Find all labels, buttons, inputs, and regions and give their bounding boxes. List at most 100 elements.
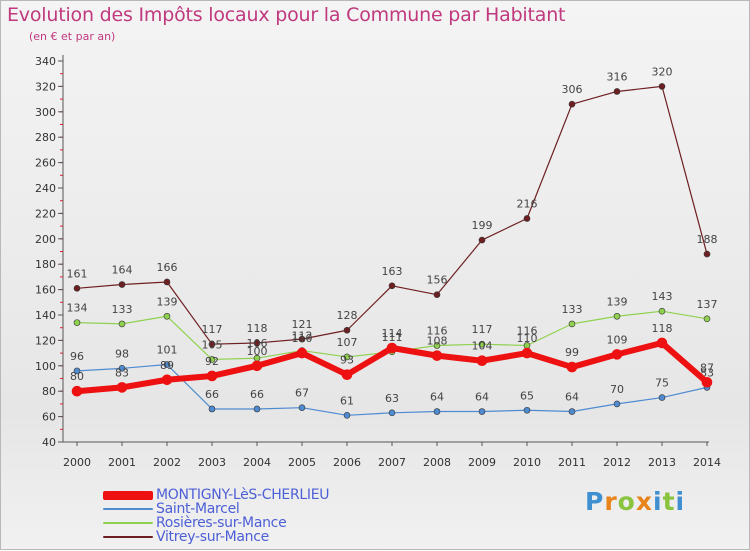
data-label-vitrey-sur-mance: 117 [202, 323, 223, 336]
x-tick-label: 2009 [468, 456, 496, 469]
data-point-rosi-res-sur-mance [568, 320, 576, 328]
y-tick-label: 120 [35, 334, 56, 347]
data-point-montigny-l-s-cherlieu [71, 385, 83, 397]
data-label-rosi-res-sur-mance: 139 [607, 295, 628, 308]
data-point-saint-marcel [613, 400, 621, 408]
logo-letter: i [653, 487, 663, 516]
data-label-rosi-res-sur-mance: 137 [697, 298, 718, 311]
data-point-saint-marcel [118, 365, 126, 372]
y-tick-label: 320 [35, 80, 56, 93]
data-label-vitrey-sur-mance: 216 [517, 197, 538, 210]
data-point-vitrey-sur-mance [658, 83, 666, 90]
legend-item: MONTIGNY-LèS-CHERLIEU [103, 487, 330, 503]
data-point-montigny-l-s-cherlieu [206, 370, 218, 382]
data-point-saint-marcel [163, 361, 171, 368]
x-tick-label: 2005 [288, 456, 316, 469]
y-tick-label: 80 [42, 385, 56, 398]
data-point-saint-marcel [298, 404, 306, 412]
data-label-montigny-l-s-cherlieu: 99 [565, 346, 579, 359]
legend-swatch [103, 522, 153, 524]
x-tick-label: 2013 [648, 456, 676, 469]
data-point-vitrey-sur-mance [73, 285, 81, 292]
data-point-montigny-l-s-cherlieu [566, 361, 578, 373]
data-label-montigny-l-s-cherlieu: 92 [205, 355, 219, 368]
data-label-vitrey-sur-mance: 128 [337, 309, 358, 322]
data-label-saint-marcel: 66 [205, 388, 219, 401]
data-point-vitrey-sur-mance [118, 281, 126, 288]
data-label-montigny-l-s-cherlieu: 109 [607, 333, 628, 346]
data-point-montigny-l-s-cherlieu [116, 382, 128, 393]
data-label-saint-marcel: 63 [385, 392, 399, 405]
data-label-rosi-res-sur-mance: 133 [112, 303, 133, 316]
data-label-rosi-res-sur-mance: 143 [652, 290, 673, 303]
data-label-montigny-l-s-cherlieu: 110 [517, 332, 538, 345]
data-label-montigny-l-s-cherlieu: 80 [70, 370, 84, 383]
data-point-rosi-res-sur-mance [703, 315, 711, 323]
data-label-saint-marcel: 96 [70, 350, 84, 363]
data-label-rosi-res-sur-mance: 107 [337, 336, 358, 349]
data-label-vitrey-sur-mance: 306 [562, 83, 583, 96]
x-tick-label: 2008 [423, 456, 451, 469]
data-point-vitrey-sur-mance [388, 282, 396, 290]
data-label-vitrey-sur-mance: 118 [247, 322, 268, 335]
data-label-vitrey-sur-mance: 320 [652, 65, 673, 78]
data-label-vitrey-sur-mance: 156 [427, 274, 448, 287]
data-label-montigny-l-s-cherlieu: 87 [700, 361, 714, 374]
data-point-vitrey-sur-mance [478, 236, 486, 244]
data-label-saint-marcel: 70 [610, 383, 624, 396]
legend-item: Saint-Marcel [103, 501, 240, 517]
data-label-rosi-res-sur-mance: 139 [157, 295, 178, 308]
data-label-saint-marcel: 61 [340, 394, 354, 407]
data-point-rosi-res-sur-mance [478, 340, 486, 348]
legend-item: Rosières-sur-Mance [103, 515, 287, 531]
data-label-rosi-res-sur-mance: 106 [247, 337, 268, 350]
x-tick-label: 2002 [153, 456, 181, 469]
x-tick-label: 2010 [513, 456, 541, 469]
data-label-saint-marcel: 98 [115, 347, 129, 360]
data-point-montigny-l-s-cherlieu [341, 369, 353, 380]
data-label-rosi-res-sur-mance: 105 [202, 338, 223, 351]
data-point-saint-marcel [73, 367, 81, 375]
logo-letter: P [585, 487, 605, 516]
data-label-saint-marcel: 75 [655, 377, 669, 390]
y-tick-label: 280 [35, 131, 56, 144]
y-tick-label: 340 [35, 55, 56, 68]
data-point-montigny-l-s-cherlieu [161, 374, 173, 386]
data-label-montigny-l-s-cherlieu: 114 [382, 327, 403, 340]
data-label-montigny-l-s-cherlieu: 118 [652, 322, 673, 335]
legend-label: Vitrey-sur-Mance [156, 529, 269, 545]
data-point-vitrey-sur-mance [703, 250, 711, 258]
data-label-montigny-l-s-cherlieu: 93 [340, 354, 354, 367]
data-point-rosi-res-sur-mance [208, 356, 216, 363]
y-tick-label: 100 [35, 360, 56, 373]
data-label-montigny-l-s-cherlieu: 83 [115, 366, 129, 379]
data-label-saint-marcel: 66 [250, 388, 264, 401]
legend-label: MONTIGNY-LèS-CHERLIEU [156, 487, 330, 503]
legend-label: Saint-Marcel [156, 501, 240, 517]
data-point-vitrey-sur-mance [298, 335, 306, 343]
legend-swatch [103, 490, 153, 500]
logo-letter: i [675, 487, 686, 516]
y-tick-label: 40 [42, 436, 56, 449]
data-point-vitrey-sur-mance [433, 291, 441, 298]
y-tick-label: 180 [35, 258, 56, 271]
data-point-montigny-l-s-cherlieu [251, 360, 263, 372]
data-label-saint-marcel: 65 [520, 389, 534, 402]
data-label-vitrey-sur-mance: 164 [112, 264, 133, 277]
data-label-saint-marcel: 64 [565, 391, 579, 404]
x-tick-label: 2011 [558, 456, 586, 469]
logo-letter: x [635, 487, 653, 516]
chart-subtitle: (en € et par an) [29, 30, 116, 43]
data-point-montigny-l-s-cherlieu [521, 347, 533, 359]
data-label-rosi-res-sur-mance: 133 [562, 303, 583, 316]
data-point-montigny-l-s-cherlieu [386, 342, 398, 354]
y-tick-label: 60 [42, 411, 56, 424]
data-point-montigny-l-s-cherlieu [431, 350, 443, 361]
logo-letter: r [604, 487, 618, 516]
legend-label: Rosières-sur-Mance [156, 515, 287, 531]
y-tick-label: 220 [35, 207, 56, 220]
x-tick-label: 2007 [378, 456, 406, 469]
y-tick-label: 140 [35, 309, 56, 322]
data-label-vitrey-sur-mance: 316 [607, 70, 628, 83]
